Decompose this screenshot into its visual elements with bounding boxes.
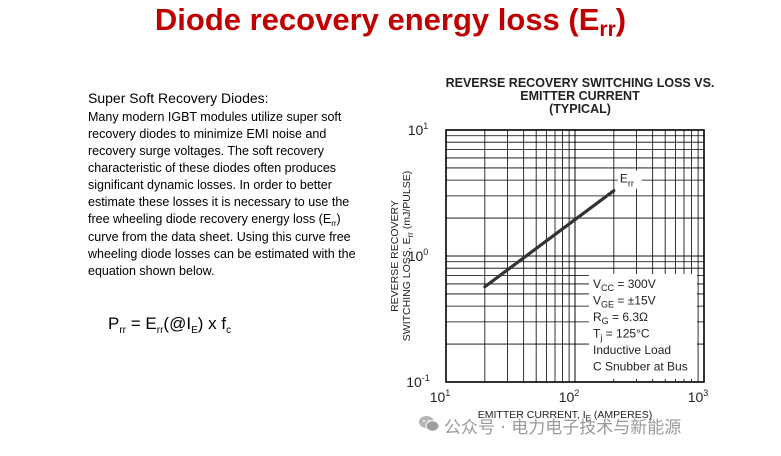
loss-equation: Prr = Err(@IE) x fc: [108, 314, 232, 336]
conditions-bg: [589, 274, 697, 379]
condition-line: Inductive Load: [593, 343, 671, 357]
y-tick-label: 10-1: [406, 373, 430, 390]
x-tick-label: 103: [688, 388, 709, 405]
err-curve: [483, 189, 616, 289]
y-axis-label-line-1: REVERSE RECOVERY: [389, 200, 401, 312]
chart-title-line-2: EMITTER CURRENT: [520, 89, 640, 103]
eq-e-sub: rr: [156, 325, 164, 336]
paragraph-part-2: ) curve from the data sheet. Using this …: [88, 212, 356, 278]
watermark-text: 公众号 · 电力电子技术与新能源: [444, 418, 682, 438]
chart-series: Err: [483, 170, 642, 289]
y-axis-label: REVERSE RECOVERY SWITCHING LOSS, Err (mJ…: [389, 171, 415, 341]
paragraph-part-1: Many modern IGBT modules utilize super s…: [88, 110, 350, 226]
title-end: ): [615, 2, 627, 37]
condition-line: RG = 6.3Ω: [593, 310, 648, 326]
y-tick-label: 100: [408, 247, 429, 264]
plot-frame: [445, 129, 705, 383]
condition-line: C Snubber at Bus: [593, 360, 688, 374]
eq-at: (@I: [163, 314, 192, 333]
condition-line: VGE = ±15V: [593, 294, 656, 310]
x-tick-label: 102: [559, 388, 580, 405]
eq-i-sub: E: [191, 325, 198, 336]
slide-title: Diode recovery energy loss (Err): [0, 2, 781, 41]
title-subscript: rr: [599, 18, 616, 41]
condition-line: Tj = 125°C: [593, 327, 650, 343]
axis-ticks: 101 102 103 10-1 100 101: [406, 121, 708, 405]
body-paragraph: Many modern IGBT modules utilize super s…: [88, 109, 368, 280]
chart-title-line-1: REVERSE RECOVERY SWITCHING LOSS VS.: [445, 76, 715, 90]
y-tick-label: 101: [408, 121, 429, 138]
title-main: Diode recovery energy loss (E: [154, 2, 600, 37]
eq-times: ) x f: [197, 314, 227, 333]
paragraph-subscript: rr: [331, 219, 337, 228]
section-heading: Super Soft Recovery Diodes:: [88, 90, 269, 106]
x-tick-label: 101: [430, 388, 451, 405]
wechat-icon: [419, 416, 440, 432]
eq-p-sub: rr: [119, 325, 127, 336]
y-axis-label-line-2: SWITCHING LOSS, Err (mJ/PULSE): [401, 171, 415, 341]
eq-equals: = E: [126, 314, 157, 333]
condition-line: VCC = 300V: [593, 277, 656, 293]
x-axis-label: EMITTER CURRENT, IE (AMPERES): [478, 409, 653, 423]
eq-f-sub: c: [226, 325, 232, 336]
series-label: Err: [620, 172, 634, 189]
chart-title: REVERSE RECOVERY SWITCHING LOSS VS. EMIT…: [420, 77, 740, 116]
series-label-bg: [617, 170, 642, 189]
chart-title-line-3: (TYPICAL): [549, 102, 611, 116]
eq-p: P: [108, 314, 120, 333]
